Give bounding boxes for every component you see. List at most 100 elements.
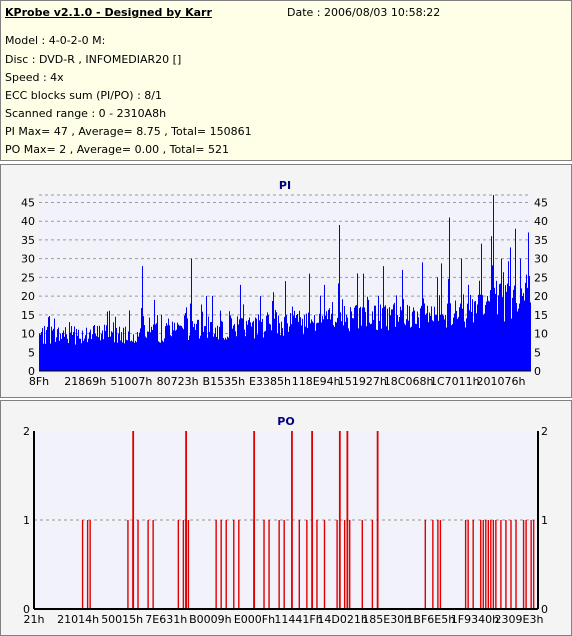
po-bar bbox=[525, 520, 527, 609]
po-bar bbox=[361, 520, 363, 609]
pi-bar bbox=[153, 324, 154, 371]
po-bar bbox=[492, 520, 495, 609]
y-tick-label-right: 40 bbox=[534, 215, 548, 228]
pi-bar bbox=[377, 330, 378, 371]
pi-bar bbox=[244, 329, 245, 371]
y-tick-label-left: 1 bbox=[23, 514, 30, 527]
pi-bar bbox=[273, 292, 274, 371]
pi-bar bbox=[315, 330, 316, 371]
y-tick-label-left: 30 bbox=[21, 253, 35, 266]
pi-bar bbox=[281, 321, 282, 371]
pi-bar bbox=[276, 312, 277, 371]
pi-bar bbox=[425, 315, 426, 371]
pi-bar bbox=[471, 311, 472, 371]
pi-bar bbox=[504, 321, 505, 371]
pi-bar bbox=[357, 273, 358, 371]
po-bar bbox=[522, 520, 525, 609]
pi-bar bbox=[88, 338, 89, 371]
pi-bar bbox=[436, 314, 437, 371]
pi-bar bbox=[303, 334, 304, 371]
pi-bar bbox=[82, 330, 83, 371]
pi-bar bbox=[433, 321, 434, 371]
po-bar bbox=[437, 520, 439, 609]
x-tick-label: 151927h bbox=[338, 375, 387, 388]
pi-bar bbox=[403, 299, 404, 371]
pi-bar bbox=[326, 311, 327, 371]
pi-bar bbox=[485, 304, 486, 371]
pi-bar bbox=[314, 315, 315, 371]
pi-bar bbox=[327, 319, 328, 371]
pi-bar bbox=[69, 322, 70, 371]
pi-bar bbox=[396, 295, 397, 371]
pi-bar bbox=[401, 310, 402, 371]
pi-bar bbox=[302, 318, 303, 371]
pi-bar bbox=[98, 337, 99, 371]
pi-bar bbox=[169, 325, 170, 371]
pi-bar bbox=[455, 300, 456, 371]
pi-bar bbox=[237, 316, 238, 371]
pi-bar bbox=[505, 285, 506, 371]
pi-bar bbox=[347, 317, 348, 371]
pi-bar bbox=[508, 261, 509, 371]
pi-bar bbox=[296, 315, 297, 371]
pi-bar bbox=[200, 335, 201, 371]
pi-bar bbox=[250, 322, 251, 371]
pi-bar bbox=[506, 291, 507, 371]
pi-bar bbox=[392, 309, 393, 371]
pi-bar bbox=[256, 318, 257, 371]
pi-bar bbox=[173, 330, 174, 371]
x-tick-label: 51007h bbox=[110, 375, 152, 388]
pi-bar bbox=[126, 339, 127, 371]
po-bar bbox=[132, 431, 135, 609]
pi-bar bbox=[245, 336, 246, 371]
pi-bar bbox=[257, 334, 258, 371]
po-bar bbox=[480, 520, 482, 609]
pi-bar bbox=[253, 320, 254, 371]
pi-bar bbox=[331, 313, 332, 371]
pi-bar bbox=[175, 330, 176, 371]
pi-bar bbox=[249, 317, 250, 371]
y-tick-label-left: 10 bbox=[21, 328, 35, 341]
pi-bar bbox=[445, 314, 446, 371]
pi-chart: PI 0 0 5 5 10 10 15 15 20 20 25 25 30 30 35 35 40 40 45 45 8F… bbox=[21, 179, 548, 388]
pi-bar bbox=[264, 331, 265, 371]
pi-bar bbox=[351, 311, 352, 371]
pi-bar bbox=[254, 338, 255, 371]
pi-bar bbox=[321, 322, 322, 371]
pi-bar bbox=[429, 312, 430, 371]
pi-bar bbox=[497, 314, 498, 371]
pi-bar bbox=[472, 299, 473, 371]
pi-bar bbox=[442, 314, 443, 371]
pi-bar bbox=[170, 335, 171, 371]
pi-bar bbox=[406, 319, 407, 371]
pi-bar bbox=[100, 340, 101, 371]
pi-bar bbox=[313, 322, 314, 371]
pi-bar bbox=[299, 310, 300, 371]
pi-bar bbox=[473, 322, 474, 371]
pi-bar bbox=[348, 328, 349, 371]
pi-bar bbox=[124, 343, 125, 371]
pi-bar bbox=[520, 258, 521, 371]
x-tick-label: 7E631h bbox=[145, 613, 187, 626]
y-tick-label-right: 15 bbox=[534, 309, 548, 322]
pi-bar bbox=[46, 330, 47, 371]
po-bar bbox=[311, 431, 313, 609]
pi-bar bbox=[216, 336, 217, 371]
pi-bar bbox=[386, 326, 387, 371]
pi-bar bbox=[440, 314, 441, 371]
scan-date: Date : 2006/08/03 10:58:22 bbox=[287, 6, 441, 19]
ecc-line: ECC blocks sum (PI/PO) : 8/1 bbox=[5, 89, 162, 102]
pi-bar bbox=[121, 332, 122, 371]
po-bar bbox=[490, 520, 492, 609]
y-tick-label-left: 0 bbox=[28, 365, 35, 378]
chart-title: PO bbox=[277, 415, 294, 428]
pi-bar bbox=[179, 325, 180, 371]
pi-bar bbox=[53, 328, 54, 371]
pi-bar bbox=[511, 318, 512, 371]
pi-bar bbox=[312, 321, 313, 371]
pi-bar bbox=[427, 305, 428, 371]
pi-bar bbox=[194, 323, 195, 371]
pi-bar bbox=[523, 293, 524, 371]
pi-bar bbox=[66, 334, 67, 371]
pi-bar bbox=[513, 289, 514, 371]
